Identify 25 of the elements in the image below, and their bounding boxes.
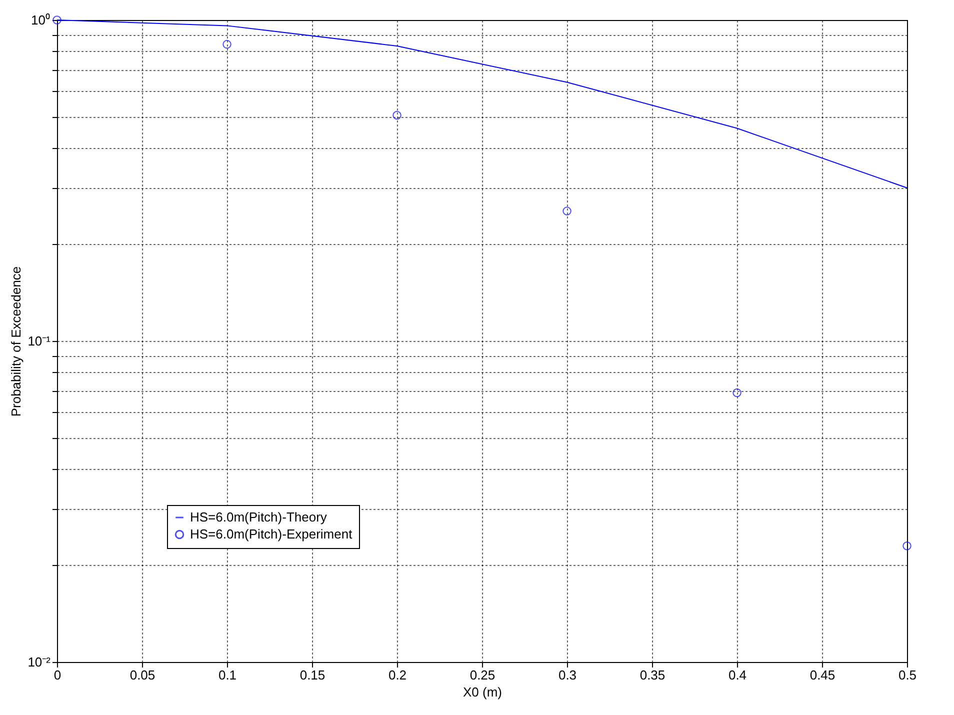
x-tick-label: 0.25 — [470, 668, 496, 682]
point — [562, 206, 572, 216]
x-tick-label: 0.45 — [810, 668, 836, 682]
x-tick-label: 0.35 — [640, 668, 666, 682]
y-tick-label: 10⁻¹ — [28, 334, 52, 348]
legend-label: HS=6.0m(Pitch)-Theory — [190, 510, 328, 524]
legend-label: HS=6.0m(Pitch)-Experiment — [190, 526, 353, 542]
y-tick-label: 10⁻² — [28, 654, 52, 670]
point — [392, 110, 402, 120]
point — [222, 40, 232, 49]
point — [902, 542, 912, 550]
point — [732, 388, 742, 398]
point — [52, 16, 62, 24]
x-tick-label: 0.5 — [898, 668, 917, 682]
x-tick-label: 0.15 — [300, 668, 326, 682]
y-tick-label: 10⁰ — [31, 12, 50, 28]
x-tick-label: 0 — [54, 668, 62, 682]
x-tick-label: 0.05 — [130, 668, 156, 682]
x-tick-label: 0.2 — [388, 668, 407, 682]
x-tick-label: 0.3 — [558, 668, 577, 682]
y-axis-title: Probability of Exceedence — [8, 266, 24, 417]
line-series — [56, 20, 908, 188]
x-tick-label: 0.1 — [218, 668, 237, 682]
x-axis-title: X0 (m) — [463, 684, 502, 700]
x-tick-label: 0.4 — [728, 668, 747, 682]
